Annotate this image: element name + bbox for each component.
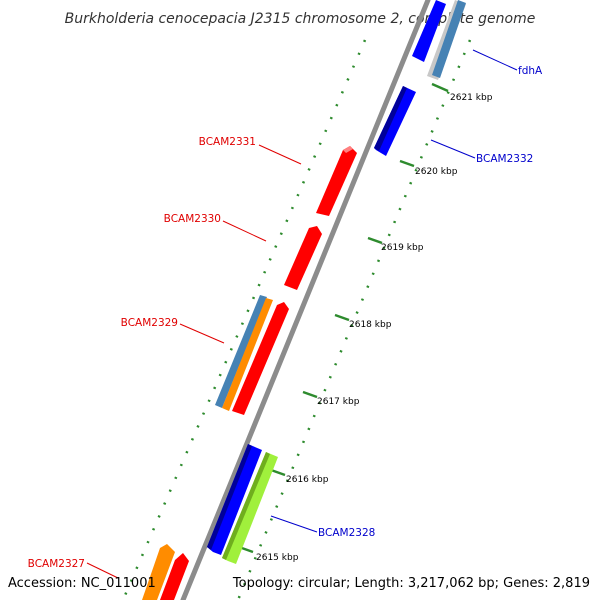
gene-BCAM2332-shade xyxy=(374,86,407,151)
outer-ring-dotted-line xyxy=(236,39,472,600)
leader-BCAM2328 xyxy=(270,515,318,533)
tick-label-2621: 2621 kbp xyxy=(450,93,493,103)
gene-fdhA-blue[interactable] xyxy=(412,0,446,62)
label-BCAM2330[interactable]: BCAM2330 xyxy=(164,213,221,225)
genome-summary-text: Topology: circular; Length: 3,217,062 bp… xyxy=(232,576,590,591)
cds-BCAM2328-lime[interactable] xyxy=(222,452,278,564)
leader-fdhA xyxy=(472,49,518,71)
gene-BCAM2329[interactable] xyxy=(232,302,289,415)
gene-BCAM2328-shade xyxy=(207,444,252,550)
label-leaders xyxy=(86,49,518,579)
gene-BCAM2330[interactable] xyxy=(284,226,322,290)
gene-BCAM2328-blue[interactable] xyxy=(207,444,262,555)
leader-BCAM2329 xyxy=(179,323,225,344)
tick-marks xyxy=(238,82,449,554)
leader-BCAM2327 xyxy=(86,562,119,579)
reverse-strand-genes xyxy=(207,0,466,564)
tick-label-2619: 2619 kbp xyxy=(381,243,424,253)
label-BCAM2331[interactable]: BCAM2331 xyxy=(199,136,256,148)
tick-label-2618: 2618 kbp xyxy=(349,320,392,330)
tick-mark-2618 xyxy=(334,313,350,322)
tick-mark-2620 xyxy=(399,159,415,168)
tick-mark-2621 xyxy=(431,82,449,93)
leader-BCAM2331 xyxy=(258,144,302,165)
forward-strand-genes xyxy=(142,146,357,600)
label-BCAM2328[interactable]: BCAM2328 xyxy=(318,527,375,539)
label-BCAM2327[interactable]: BCAM2327 xyxy=(28,558,85,570)
tick-mark-2616 xyxy=(270,468,286,477)
label-fdhA[interactable]: fdhA xyxy=(518,65,543,77)
cds-BCAM2329-steelblue[interactable] xyxy=(215,295,267,408)
cds-BCAM2328-lime-shade xyxy=(222,452,270,560)
tick-label-2617: 2617 kbp xyxy=(317,397,360,407)
leader-BCAM2332 xyxy=(430,139,476,159)
gene-BCAM2327[interactable] xyxy=(160,553,189,600)
tick-label-2616: 2616 kbp xyxy=(286,475,329,485)
accession-text: Accession: NC_011001 xyxy=(8,576,156,591)
gene-BCAM2331-tip xyxy=(343,146,353,153)
tick-mark-2619 xyxy=(367,236,383,245)
label-BCAM2329[interactable]: BCAM2329 xyxy=(121,317,178,329)
map-title: Burkholderia cenocepacia J2315 chromosom… xyxy=(65,11,536,27)
cds-fdhA-steelblue[interactable] xyxy=(432,0,466,78)
tick-label-2615: 2615 kbp xyxy=(256,553,299,563)
tick-label-2620: 2620 kbp xyxy=(415,167,458,177)
cds-BCAM2329-orange[interactable] xyxy=(222,298,273,411)
cds-BCAM2327-orange[interactable] xyxy=(142,544,175,600)
gene-BCAM2331[interactable] xyxy=(316,146,357,216)
tick-mark-2617 xyxy=(302,390,318,399)
leader-BCAM2330 xyxy=(222,220,267,242)
label-BCAM2332[interactable]: BCAM2332 xyxy=(476,153,533,165)
genome-backbone xyxy=(180,0,431,600)
